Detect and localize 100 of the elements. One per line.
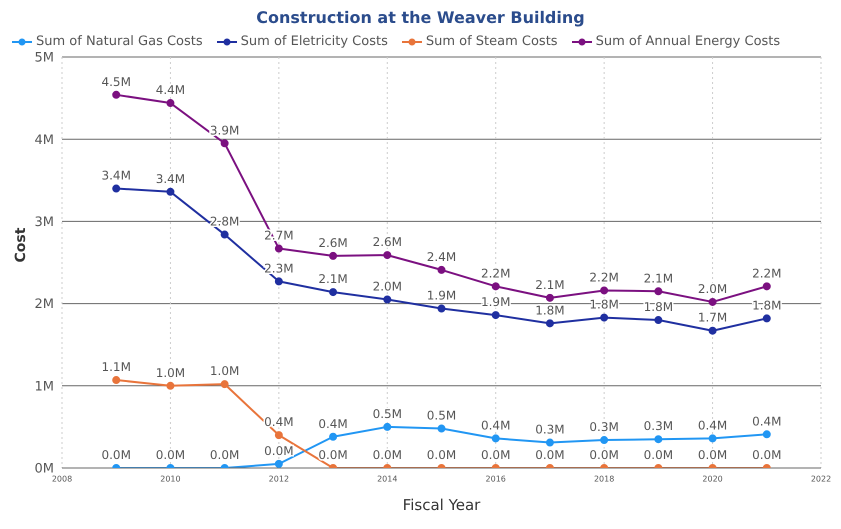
data-label: 0.0M bbox=[372, 448, 402, 462]
data-label: 0.0M bbox=[589, 448, 619, 462]
data-label: 2.0M bbox=[372, 279, 402, 294]
point bbox=[492, 282, 500, 290]
data-label: 2.1M bbox=[318, 272, 348, 286]
data-label: 0.0M bbox=[426, 448, 456, 462]
point bbox=[220, 139, 229, 148]
data-label: 1.8M bbox=[644, 300, 674, 314]
data-label: 1.0M bbox=[156, 366, 186, 380]
data-label: 2.2M bbox=[752, 266, 782, 280]
data-label: 1.8M bbox=[535, 303, 565, 318]
point bbox=[654, 435, 662, 444]
point bbox=[492, 434, 500, 442]
data-label: 2.2M bbox=[589, 270, 619, 284]
point bbox=[220, 230, 229, 239]
data-label: 0.0M bbox=[101, 448, 131, 462]
data-label: 0.5M bbox=[426, 408, 456, 423]
y-tick-label: 1M bbox=[34, 379, 54, 394]
data-label: 4.5M bbox=[101, 74, 131, 89]
data-label: 0.4M bbox=[480, 418, 510, 432]
point bbox=[329, 288, 338, 296]
point bbox=[762, 282, 771, 290]
point bbox=[546, 438, 554, 447]
data-label: 0.0M bbox=[480, 448, 510, 462]
point bbox=[546, 294, 554, 302]
data-label: 2.3M bbox=[264, 261, 294, 276]
point bbox=[708, 434, 717, 442]
x-tick-label: 2018 bbox=[594, 474, 614, 484]
x-tick-label: 2010 bbox=[160, 474, 181, 484]
data-label: 2.6M bbox=[372, 235, 402, 250]
data-label: 0.4M bbox=[752, 414, 782, 428]
data-label: 0.5M bbox=[372, 406, 402, 421]
data-label: 1.1M bbox=[101, 360, 131, 374]
legend-label: Sum of Natural Gas Costs bbox=[35, 34, 203, 49]
data-label: 1.7M bbox=[698, 310, 728, 325]
data-label: 1.0M bbox=[210, 364, 240, 378]
point bbox=[438, 266, 446, 274]
data-label: 2.6M bbox=[318, 236, 348, 250]
x-axis-title: Fiscal Year bbox=[402, 496, 482, 514]
point bbox=[438, 304, 446, 313]
x-tick-label: 2022 bbox=[810, 474, 832, 484]
x-tick-label: 2014 bbox=[377, 474, 398, 484]
x-tick-label: 2020 bbox=[702, 474, 723, 484]
data-label: 0.3M bbox=[535, 422, 565, 437]
data-label: 2.2M bbox=[480, 266, 510, 280]
point bbox=[112, 90, 120, 99]
point bbox=[112, 376, 120, 384]
point bbox=[274, 460, 283, 468]
data-label: 0.0M bbox=[210, 448, 240, 462]
data-label: 0.0M bbox=[156, 448, 186, 462]
data-label: 3.9M bbox=[210, 123, 240, 138]
data-label: 0.3M bbox=[644, 419, 674, 434]
data-label: 0.4M bbox=[318, 416, 348, 431]
data-label: 0.0M bbox=[535, 448, 565, 462]
legend-label: Sum of Steam Costs bbox=[424, 34, 558, 49]
data-label: 0.0M bbox=[752, 448, 782, 462]
point bbox=[329, 252, 338, 260]
point bbox=[274, 431, 283, 440]
data-label: 0.0M bbox=[644, 448, 674, 462]
data-label: 2.0M bbox=[698, 282, 728, 296]
chart-title: Construction at the Weaver Building bbox=[255, 8, 586, 28]
point bbox=[383, 251, 392, 260]
x-tick-label: 2008 bbox=[52, 474, 72, 484]
data-label: 3.4M bbox=[101, 168, 131, 183]
point bbox=[220, 380, 229, 388]
point bbox=[274, 277, 283, 286]
point bbox=[762, 314, 771, 322]
data-label: 1.9M bbox=[426, 288, 456, 303]
y-tick-label: 0M bbox=[34, 462, 54, 477]
point bbox=[708, 298, 717, 306]
point bbox=[492, 311, 500, 320]
data-label: 2.4M bbox=[426, 250, 456, 264]
y-tick-label: 4M bbox=[34, 132, 54, 148]
legend-label: Sum of Eletricity Costs bbox=[240, 34, 388, 49]
point bbox=[383, 422, 392, 431]
data-label: 0.4M bbox=[698, 418, 728, 432]
point bbox=[274, 244, 283, 253]
data-label: 0.0M bbox=[698, 448, 728, 462]
point bbox=[383, 295, 392, 304]
data-label: 0.0M bbox=[264, 444, 294, 458]
point bbox=[600, 314, 608, 322]
point bbox=[112, 184, 120, 193]
x-tick-label: 2012 bbox=[268, 474, 290, 484]
point bbox=[166, 99, 174, 108]
point bbox=[438, 424, 446, 433]
point bbox=[654, 316, 662, 324]
point bbox=[708, 326, 717, 335]
point bbox=[600, 436, 608, 444]
point bbox=[600, 286, 608, 294]
legend-label: Sum of Annual Energy Costs bbox=[594, 34, 780, 49]
data-label: 2.1M bbox=[644, 271, 674, 286]
point bbox=[166, 382, 174, 390]
y-tick-label: 3M bbox=[34, 215, 54, 230]
data-label: 0.3M bbox=[589, 420, 619, 434]
point bbox=[654, 287, 662, 296]
data-label: 4.4M bbox=[156, 83, 186, 98]
y-tick-label: 2M bbox=[34, 297, 54, 312]
data-label: 3.4M bbox=[156, 172, 186, 186]
y-axis-title: Cost bbox=[12, 227, 29, 262]
point bbox=[166, 188, 174, 196]
